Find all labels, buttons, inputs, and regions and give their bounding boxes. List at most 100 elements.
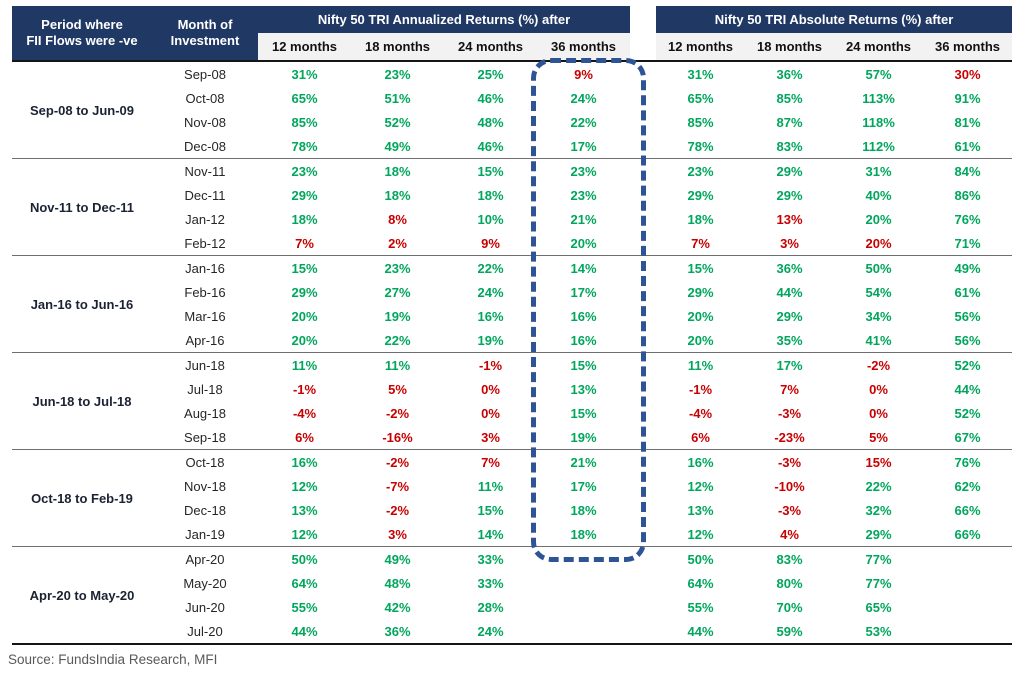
ann-12m-value: 85% — [291, 114, 318, 130]
table-row: Feb-16 29% 27% 24% 17% 29% 44% 54% 61% — [152, 280, 1012, 304]
ann-12m-value: 29% — [291, 284, 318, 300]
table-header: Period where FII Flows were -ve Month of… — [12, 6, 1012, 60]
abs-36m-value: 52% — [954, 357, 981, 373]
ann-18m-value: 19% — [384, 308, 411, 324]
abs-12m-value: 78% — [687, 138, 714, 154]
abs-12m-value: 44% — [687, 623, 714, 639]
ann-24m-value: 46% — [477, 90, 504, 106]
abs-36m-value: 61% — [954, 284, 981, 300]
month-of-investment-cell: Aug-18 — [184, 405, 226, 421]
ann-12m-value: 18% — [291, 211, 318, 227]
ann-12m-value: 16% — [291, 454, 318, 470]
abs-36m-value: 56% — [954, 308, 981, 324]
table-row: Jul-18 -1% 5% 0% 13% -1% 7% 0% 44% — [152, 377, 1012, 401]
table-row: Dec-08 78% 49% 46% 17% 78% 83% 112% 61% — [152, 134, 1012, 158]
month-of-investment-cell: May-20 — [183, 575, 227, 591]
abs-24m-value: 50% — [865, 260, 892, 276]
month-of-investment-cell: Sep-18 — [184, 429, 226, 445]
ann-36m-value: 20% — [570, 235, 597, 251]
ann-18m-value: 18% — [384, 163, 411, 179]
absolute-title: Nifty 50 TRI Absolute Returns (%) after — [656, 6, 1012, 33]
ann-18m-value: 49% — [384, 138, 411, 154]
ann-24m-value: 18% — [477, 187, 504, 203]
abs-24m-value: 31% — [865, 163, 892, 179]
period-group-rows: Jun-18 11% 11% -1% 15% 11% 17% -2% 52% J… — [152, 353, 1012, 449]
abs-36m-value: 71% — [954, 235, 981, 251]
month-of-investment-cell: Feb-16 — [184, 284, 226, 300]
ann-24m-value: 33% — [477, 551, 504, 567]
abs-24m-value: 77% — [865, 575, 892, 591]
ann-18m-value: 5% — [388, 381, 407, 397]
abs-18m-value: 36% — [776, 260, 803, 276]
abs-12m-value: 6% — [691, 429, 710, 445]
abs-18m-value: -23% — [774, 429, 805, 445]
abs-36m-value: 66% — [954, 502, 981, 518]
abs-12m-value: 11% — [687, 357, 714, 373]
ann-24m-value: 22% — [477, 260, 504, 276]
abs-18m-value: 13% — [776, 211, 803, 227]
ann-12m-value: 55% — [291, 599, 318, 615]
abs-36m-value: 52% — [954, 405, 981, 421]
period-label: Jan-16 to Jun-16 — [30, 296, 134, 312]
col-header-period-line2: FII Flows were -ve — [26, 33, 138, 48]
abs-12m-value: 20% — [687, 332, 714, 348]
ann-24m-value: 3% — [481, 429, 500, 445]
abs-24m-value: 113% — [862, 90, 895, 106]
abs-12m-value: -1% — [688, 381, 713, 397]
ann-18m-value: 27% — [384, 284, 411, 300]
ann-24m-value: 0% — [481, 405, 500, 421]
ann-36m-value: 19% — [570, 429, 597, 445]
ann-36m-value: 16% — [570, 332, 597, 348]
ann-12m-value: 15% — [291, 260, 318, 276]
month-of-investment-cell: Jan-12 — [185, 211, 225, 227]
abs-12m-value: 64% — [687, 575, 714, 591]
month-of-investment-cell: Jan-19 — [185, 526, 225, 542]
ann-12m-value: 65% — [291, 90, 318, 106]
ann-12m-value: 13% — [291, 502, 318, 518]
month-of-investment-cell: Jun-18 — [185, 357, 225, 373]
abs-24m-value: 29% — [865, 526, 892, 542]
abs-36m-value: 30% — [954, 66, 981, 82]
period-label: Sep-08 to Jun-09 — [29, 102, 135, 118]
ann-24m-value: 11% — [477, 478, 504, 494]
ann-12m-value: 11% — [291, 357, 318, 373]
period-group: Nov-11 to Dec-11 Nov-11 23% 18% 15% 23% … — [12, 159, 1012, 256]
abs-18m-value: 70% — [776, 599, 803, 615]
abs-36m-value: 76% — [954, 211, 981, 227]
abs-24m-value: 22% — [865, 478, 892, 494]
header-left-block: Period where FII Flows were -ve Month of… — [12, 6, 258, 60]
abs-24m-value: 34% — [865, 308, 892, 324]
table-row: Jun-18 11% 11% -1% 15% 11% 17% -2% 52% — [152, 353, 1012, 377]
ann-18m-value: 18% — [384, 187, 411, 203]
period-group: Oct-18 to Feb-19 Oct-18 16% -2% 7% 21% 1… — [12, 450, 1012, 547]
month-of-investment-cell: Apr-16 — [185, 332, 225, 348]
period-group: Jun-18 to Jul-18 Jun-18 11% 11% -1% 15% … — [12, 353, 1012, 450]
abs-24m-value: 40% — [865, 187, 892, 203]
ann-24m-value: 46% — [477, 138, 504, 154]
period-group: Jan-16 to Jun-16 Jan-16 15% 23% 22% 14% … — [12, 256, 1012, 353]
abs-12m-value: 12% — [687, 526, 714, 542]
ann-18m-value: 3% — [388, 526, 407, 542]
abs-12m-value: 23% — [687, 163, 714, 179]
ann-12m-value: 12% — [291, 478, 318, 494]
ann-36m-value: 21% — [570, 211, 597, 227]
ann-18m-value: -2% — [385, 502, 410, 518]
ann-24m-value: 28% — [477, 599, 504, 615]
col-header-month-line2: Investment — [170, 33, 240, 48]
abs-24m-value: 41% — [865, 332, 892, 348]
abs-24m-value: 20% — [865, 235, 892, 251]
abs-18m-value: 29% — [776, 163, 803, 179]
ann-24m-value: 7% — [481, 454, 500, 470]
abs-18m-value: -10% — [774, 478, 805, 494]
table-row: Apr-20 50% 49% 33% 50% 83% 77% — [152, 547, 1012, 571]
col-header-ann-36-months: 36 months — [550, 39, 616, 54]
abs-24m-value: 0% — [869, 405, 888, 421]
abs-24m-value: 0% — [869, 381, 888, 397]
ann-12m-value: 7% — [295, 235, 314, 251]
abs-18m-value: 3% — [780, 235, 799, 251]
abs-18m-value: 7% — [780, 381, 799, 397]
period-group: Sep-08 to Jun-09 Sep-08 31% 23% 25% 9% 3… — [12, 62, 1012, 159]
annualized-title: Nifty 50 TRI Annualized Returns (%) afte… — [258, 6, 630, 33]
table-row: May-20 64% 48% 33% 64% 80% 77% — [152, 571, 1012, 595]
ann-18m-value: -16% — [382, 429, 413, 445]
